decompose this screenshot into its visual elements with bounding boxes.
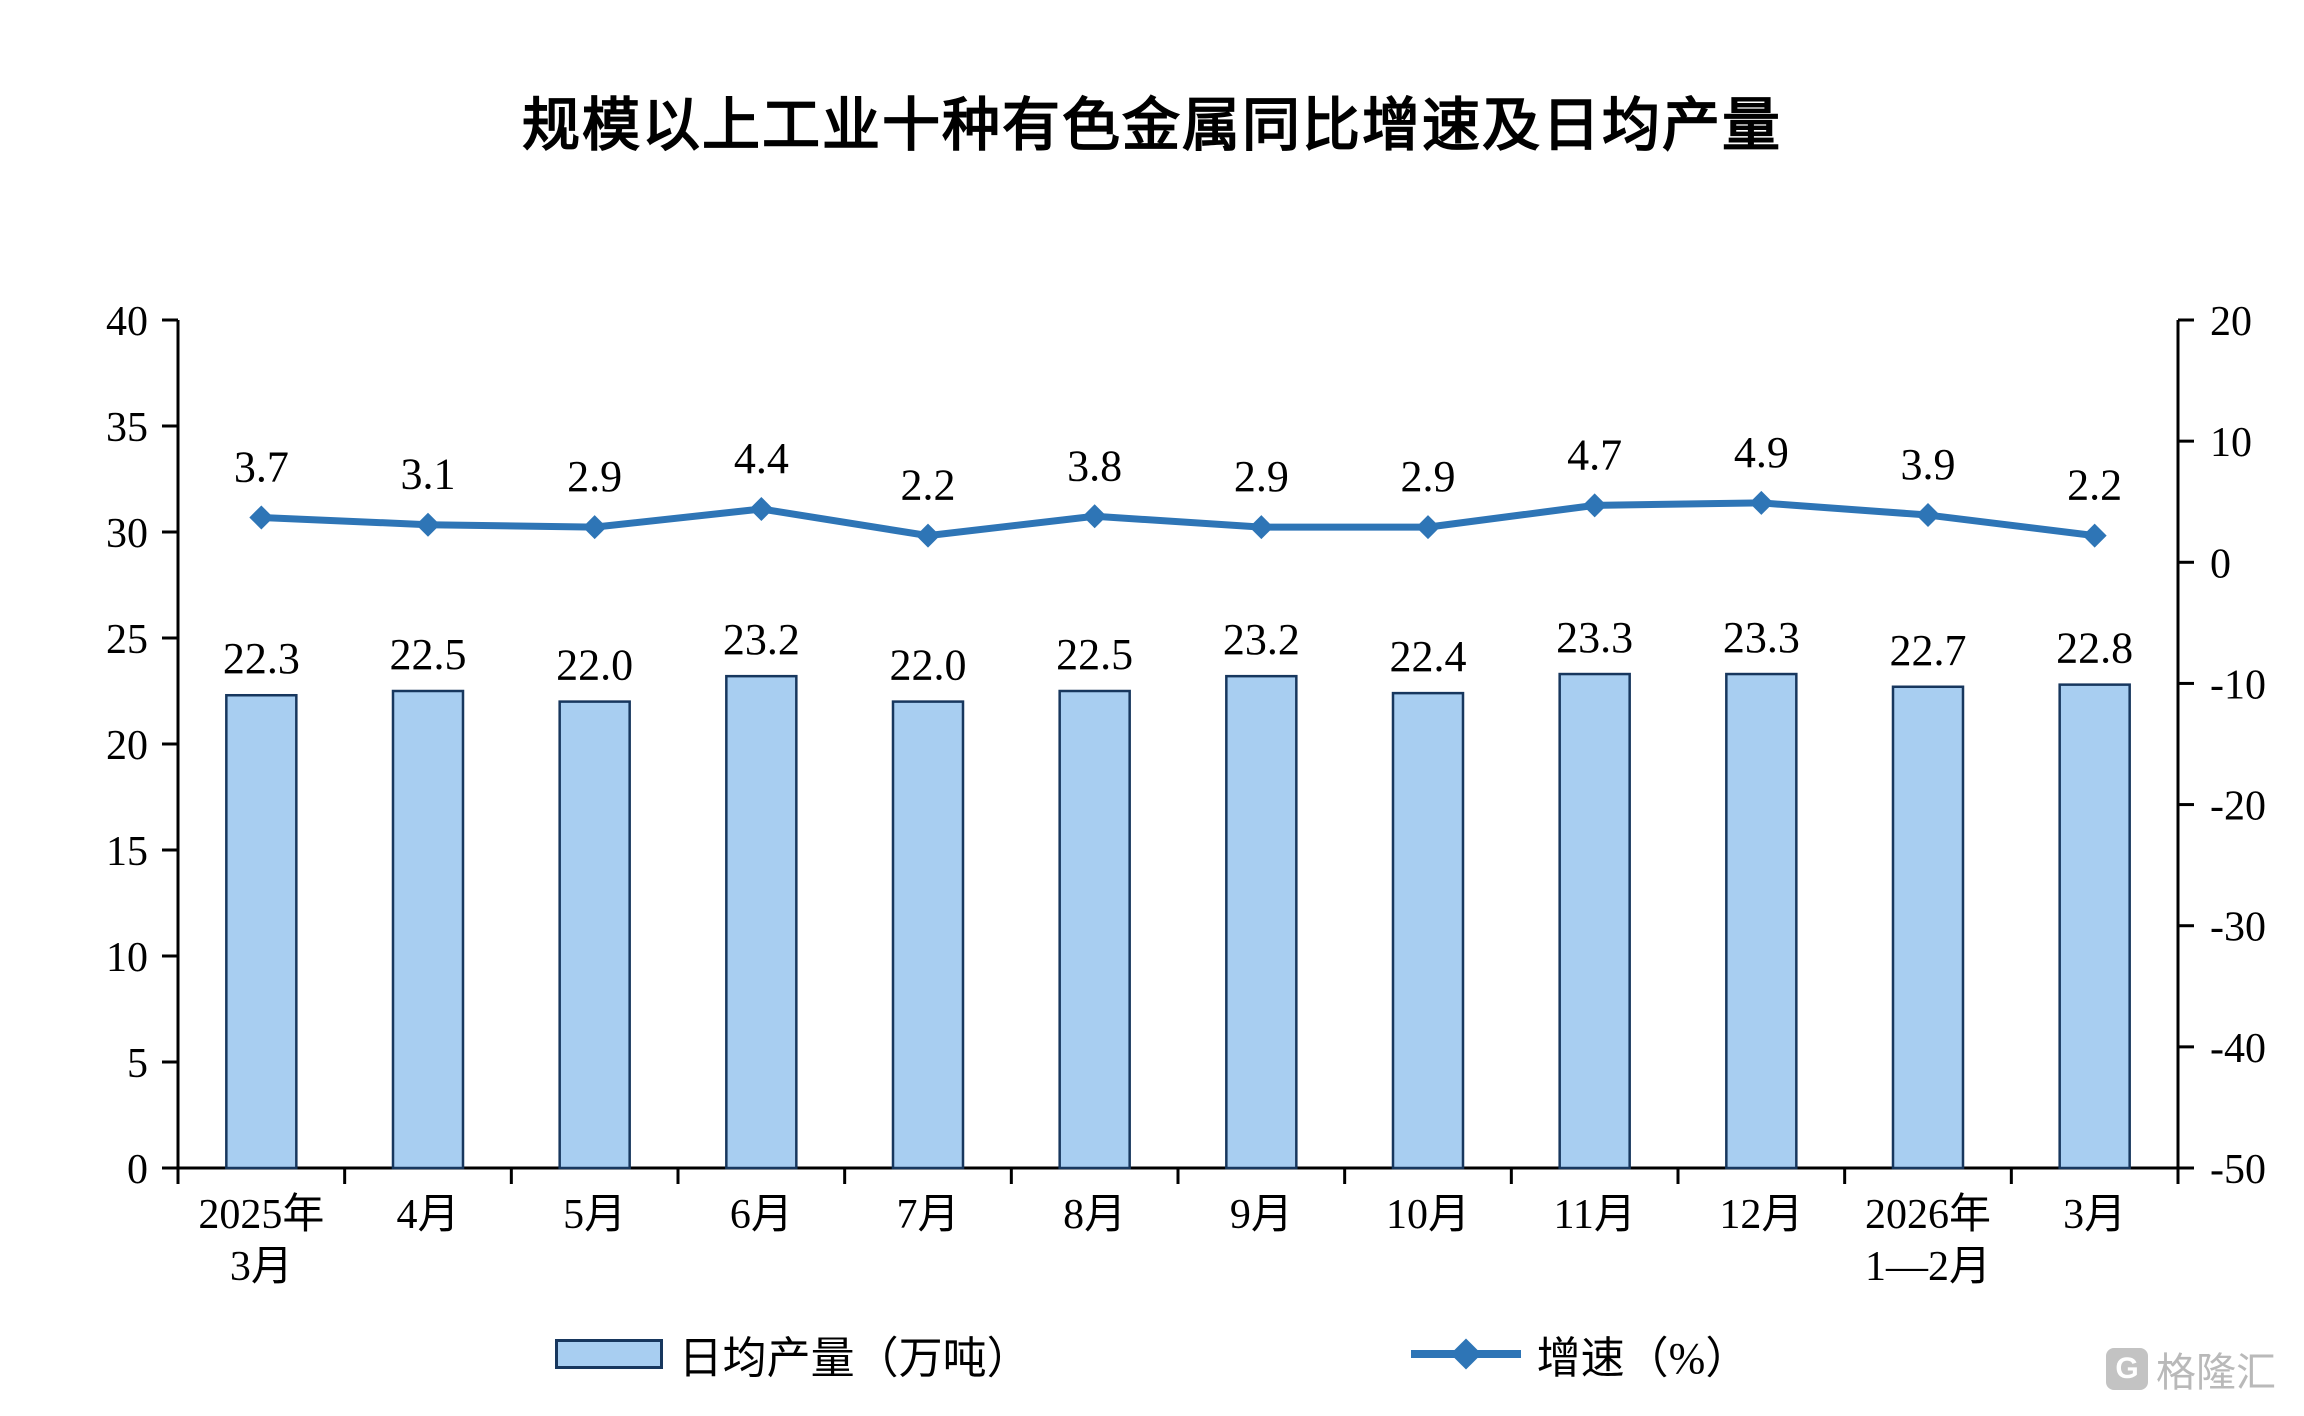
gelonghui-logo-icon: G <box>2106 1348 2148 1390</box>
legend-bar-label: 日均产量（万吨） <box>678 1334 1031 1383</box>
left-axis-tick-label: 30 <box>106 511 148 557</box>
line-value-label: 2.9 <box>1401 452 1456 501</box>
line-marker <box>416 512 440 537</box>
line-value-label: 3.7 <box>234 442 289 491</box>
right-axis-tick-label: -20 <box>2210 784 2266 830</box>
bar-series-swatch <box>554 1339 663 1369</box>
line-value-label: 2.9 <box>1234 452 1289 501</box>
line-marker <box>2082 523 2107 548</box>
category-label: 6月 <box>730 1192 793 1238</box>
category-label: 12月 <box>1719 1192 1803 1238</box>
bar <box>725 674 798 1170</box>
line-value-label: 2.2 <box>901 461 956 510</box>
line-value-label: 3.8 <box>1067 441 1122 490</box>
bar <box>558 700 631 1170</box>
category-label: 3月 <box>230 1244 293 1290</box>
bar-value-label: 22.0 <box>890 641 967 690</box>
bar-value-label: 23.2 <box>723 615 800 664</box>
line-marker <box>916 523 940 548</box>
bar-value-label: 23.3 <box>1556 613 1633 662</box>
line-marker <box>582 515 607 540</box>
bar-value-label: 22.4 <box>1390 632 1467 681</box>
diamond-marker-icon <box>1450 1338 1482 1370</box>
category-label: 4月 <box>396 1192 459 1238</box>
right-axis-tick-label: -30 <box>2210 905 2266 951</box>
line-series-swatch <box>1410 1338 1521 1370</box>
left-axis-tick-label: 25 <box>106 617 148 663</box>
bar <box>1891 685 1965 1170</box>
category-label: 5月 <box>563 1192 626 1238</box>
legend-item-line: 增速（%） <box>1410 1322 1750 1386</box>
category-label: 10月 <box>1386 1192 1470 1238</box>
bar <box>391 689 465 1170</box>
left-axis-tick-label: 0 <box>127 1147 148 1193</box>
left-axis-tick-label: 20 <box>106 723 148 769</box>
bar-value-label: 22.7 <box>1890 626 1967 675</box>
right-axis-tick-label: 10 <box>2210 420 2252 466</box>
line-value-label: 2.2 <box>2067 461 2122 510</box>
left-axis-tick-label: 35 <box>106 405 148 451</box>
line-value-label: 4.9 <box>1734 428 1789 477</box>
right-axis-tick-label: -10 <box>2210 662 2266 708</box>
category-label: 2026年 <box>1865 1191 1991 1238</box>
right-axis-tick-label: 20 <box>2210 299 2252 345</box>
left-axis-tick-label: 10 <box>106 935 148 981</box>
line-value-label: 3.9 <box>1901 440 1956 489</box>
watermark: G 格隆汇 <box>2106 1340 2276 1398</box>
legend-line-label: 增速（%） <box>1536 1334 1750 1383</box>
category-label: 7月 <box>896 1192 959 1238</box>
bar-value-label: 22.3 <box>223 634 300 683</box>
bar <box>2058 683 2131 1170</box>
bar <box>225 693 298 1170</box>
bar <box>891 700 965 1170</box>
line-value-label: 3.1 <box>401 450 456 499</box>
line-value-label: 2.9 <box>567 452 622 501</box>
bar-value-label: 22.5 <box>1056 630 1133 679</box>
left-axis-tick-label: 40 <box>106 299 148 345</box>
bar-value-label: 22.0 <box>556 641 633 690</box>
line-marker <box>749 496 774 521</box>
watermark-text: 格隆汇 <box>2156 1351 2276 1395</box>
line-marker <box>1916 503 1940 528</box>
growth-line <box>261 499 2096 540</box>
left-axis-tick-label: 5 <box>127 1041 148 1087</box>
bar-value-label: 23.2 <box>1223 615 1300 664</box>
bar <box>1391 691 1465 1170</box>
bar <box>1725 672 1798 1170</box>
category-label: 2025年 <box>198 1191 324 1238</box>
line-marker <box>1249 515 1274 540</box>
bar-value-label: 22.8 <box>2056 624 2133 673</box>
right-axis-tick-label: 0 <box>2210 541 2231 587</box>
category-label: 1—2月 <box>1865 1244 1991 1290</box>
line-marker <box>1749 490 1774 515</box>
chart-title: 规模以上工业十种有色金属同比增速及日均产量 <box>521 93 1782 158</box>
category-label: 9月 <box>1230 1192 1293 1238</box>
line-marker <box>1582 493 1607 518</box>
right-axis-tick-label: -50 <box>2210 1147 2266 1193</box>
line-marker <box>1416 515 1440 540</box>
left-axis-tick-label: 15 <box>106 829 148 875</box>
line-marker <box>249 505 274 530</box>
chart-plot-area: 0 5 10 15 20 25 30 35 40 -50 -40 -30 -20 -10 0 10 20 2025… <box>106 299 2266 1290</box>
bar <box>1225 674 1298 1170</box>
category-label: 3月 <box>2063 1192 2126 1238</box>
bar <box>1558 672 1631 1170</box>
line-value-label: 4.7 <box>1567 430 1622 479</box>
bar-value-label: 22.5 <box>390 630 467 679</box>
category-label: 8月 <box>1063 1192 1126 1238</box>
bar-value-label: 23.3 <box>1723 613 1800 662</box>
legend-item-bar: 日均产量（万吨） <box>554 1322 1031 1386</box>
line-value-label: 4.4 <box>734 434 789 483</box>
category-label: 11月 <box>1553 1192 1635 1238</box>
legend: 日均产量（万吨） 增速（%） <box>0 1322 2304 1386</box>
right-axis-tick-label: -40 <box>2210 1026 2266 1072</box>
line-marker <box>1082 504 1107 529</box>
bar <box>1058 689 1131 1170</box>
